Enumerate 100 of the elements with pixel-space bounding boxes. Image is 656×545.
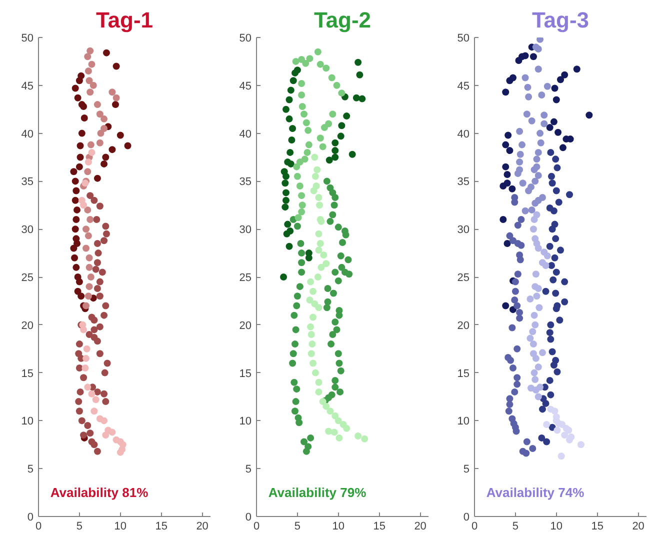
point [516,308,524,316]
point [84,68,92,75]
point [586,112,593,119]
point [104,360,111,367]
point [286,115,293,122]
point [525,93,532,100]
point [96,350,104,358]
point [354,58,362,66]
point [315,378,322,386]
point [550,362,558,369]
point [523,110,530,118]
x-tick-label: 5 [76,520,83,532]
x-tick-label: 15 [591,520,604,532]
x-tick-label: 0 [35,520,42,532]
point [348,150,356,158]
point [94,101,101,108]
point [332,154,339,161]
point [338,122,346,130]
y-tick-label: 15 [239,368,252,380]
point [72,226,79,233]
point [286,96,293,104]
point [530,166,538,174]
point [307,323,314,330]
point [294,214,302,222]
point [298,202,306,209]
point [552,156,560,163]
point [84,232,92,240]
point [548,226,556,233]
point [76,154,84,161]
point [294,66,301,74]
point [308,330,315,338]
point [534,148,542,156]
point [529,444,536,452]
point [90,441,98,448]
point [504,240,511,247]
y-tick-label: 40 [239,128,252,140]
point [84,168,92,176]
point [82,226,90,233]
point [96,139,104,146]
point [538,406,546,413]
point [522,52,529,60]
point [288,136,296,144]
point [282,180,289,187]
point [533,292,540,300]
point [561,278,568,286]
y-tick-label: 20 [239,320,252,332]
point [101,369,108,376]
point [315,388,322,396]
point [304,148,311,156]
point [518,141,526,148]
x-tick-label: 0 [253,520,260,532]
point [542,400,550,407]
point [280,274,288,280]
point [548,262,555,269]
point [546,124,554,132]
point [334,417,342,424]
point [96,292,104,300]
point [102,398,110,406]
point [70,168,78,176]
y-tick-label: 40 [457,128,470,140]
point [502,302,510,310]
point [508,324,516,332]
annotation: Availability 81% [50,485,149,500]
point [552,96,560,104]
point [508,185,516,192]
point [84,158,92,166]
point [332,147,339,154]
point [516,158,524,166]
point [73,206,80,214]
point [318,264,325,271]
x-tick-label: 20 [414,520,426,532]
y-tick-label: 10 [457,416,470,428]
point [532,376,539,383]
point [547,336,554,343]
point [352,94,360,102]
y-tick-label: 35 [239,176,252,188]
point [534,244,542,252]
point [80,326,88,334]
point [90,316,98,324]
point [511,198,518,206]
y-tick-label: 5 [27,464,34,476]
point [502,163,510,170]
point [296,182,304,190]
point [70,244,78,252]
point [509,306,516,314]
point [312,369,319,376]
point [76,163,83,170]
point [530,216,538,224]
point [314,48,322,56]
point [306,55,314,62]
point [282,106,290,113]
point [561,298,568,306]
point [532,200,539,207]
point [302,60,310,67]
point [524,84,532,91]
point [72,187,80,194]
point [528,117,536,124]
point [94,285,101,292]
point [343,424,350,432]
point [548,172,555,180]
